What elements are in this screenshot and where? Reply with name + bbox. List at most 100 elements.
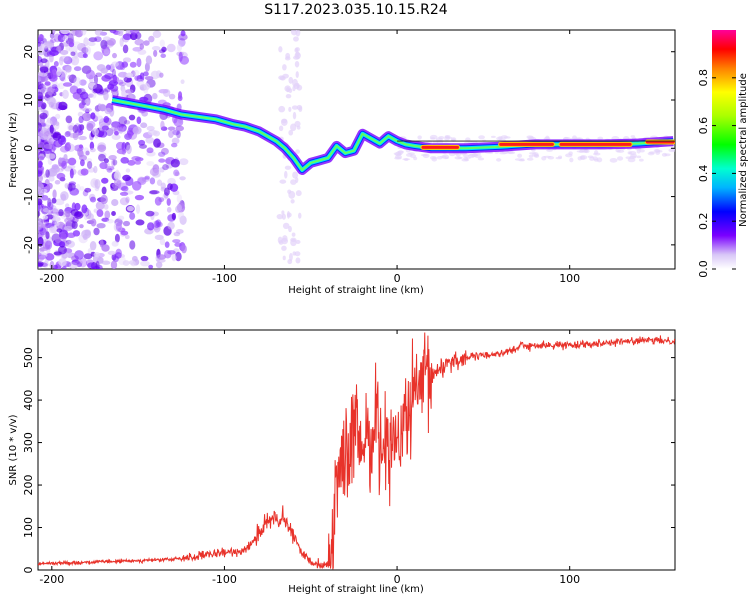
noise-blob xyxy=(62,82,73,87)
noise-blob xyxy=(38,122,42,132)
noise-blob xyxy=(93,74,99,85)
noise-blob xyxy=(290,237,297,243)
noise-blob xyxy=(38,76,42,83)
noise-blob xyxy=(161,46,167,53)
noise-blob xyxy=(76,260,83,266)
noise-blob xyxy=(107,250,116,256)
noise-blob xyxy=(38,198,43,206)
noise-blob xyxy=(54,221,60,227)
noise-blob xyxy=(293,55,300,60)
noise-blob xyxy=(111,240,119,247)
noise-blob xyxy=(545,135,550,141)
noise-blob xyxy=(180,79,185,84)
x-tick-label: -100 xyxy=(212,573,237,586)
noise-blob xyxy=(72,30,78,36)
noise-blob xyxy=(120,157,129,164)
noise-blob xyxy=(86,158,93,163)
noise-blob xyxy=(117,30,124,37)
noise-blob xyxy=(87,248,93,255)
noise-blob xyxy=(295,177,299,183)
noise-blob xyxy=(178,158,189,166)
noise-blob xyxy=(636,155,642,159)
noise-blob xyxy=(67,74,73,80)
noise-blob xyxy=(172,129,180,136)
noise-blob xyxy=(547,156,555,160)
noise-blob xyxy=(76,43,86,52)
noise-blob xyxy=(77,111,84,117)
noise-blob xyxy=(144,62,150,72)
noise-blob xyxy=(125,89,134,94)
colorbar-label: Normalized spectral amplitude xyxy=(738,73,749,227)
noise-blob xyxy=(288,190,296,199)
noise-blob xyxy=(38,236,44,247)
noise-blob xyxy=(124,234,130,240)
noise-blob xyxy=(94,178,101,189)
noise-blob xyxy=(176,44,183,52)
noise-blob xyxy=(526,157,534,161)
noise-blob xyxy=(110,260,118,269)
noise-blob xyxy=(134,160,142,165)
colorbar-gradient xyxy=(712,30,736,269)
noise-blob xyxy=(288,129,294,136)
noise-blob xyxy=(293,36,299,42)
noise-blob xyxy=(60,231,67,242)
noise-blob xyxy=(111,61,119,67)
noise-blob xyxy=(125,196,130,203)
noise-blob xyxy=(153,220,160,229)
noise-blob xyxy=(166,43,176,53)
noise-blob xyxy=(295,190,302,197)
noise-blob xyxy=(76,88,82,94)
noise-blob xyxy=(404,158,409,161)
noise-blob xyxy=(156,221,163,228)
noise-blob xyxy=(131,180,142,191)
snr-frame xyxy=(37,329,676,571)
noise-blob xyxy=(90,112,96,120)
noise-blob xyxy=(71,221,78,230)
spectrogram-ridge xyxy=(111,95,675,175)
y-tick-label: 300 xyxy=(22,432,35,453)
noise-blob xyxy=(103,91,109,101)
noise-blob xyxy=(103,49,110,55)
noise-blob xyxy=(46,96,56,106)
noise-blob xyxy=(38,141,45,151)
noise-blob xyxy=(292,171,299,179)
noise-blob xyxy=(115,169,120,179)
x-tick-label: 100 xyxy=(559,272,580,285)
noise-blob xyxy=(98,130,108,138)
noise-blob xyxy=(296,84,303,91)
noise-blob xyxy=(181,244,187,254)
noise-blob xyxy=(38,72,48,77)
noise-blob xyxy=(153,224,161,233)
noise-blob xyxy=(171,137,180,145)
colorbar-tick-label: 0.4 xyxy=(697,165,710,183)
noise-blob xyxy=(627,151,632,155)
noise-blob xyxy=(112,159,118,166)
noise-blob xyxy=(58,56,64,66)
noise-blob xyxy=(38,221,44,231)
noise-blob xyxy=(132,126,142,135)
noise-blob xyxy=(282,222,290,230)
noise-blob xyxy=(172,239,181,244)
noise-blob xyxy=(51,84,58,90)
noise-blob xyxy=(137,49,147,55)
noise-blob xyxy=(278,46,283,53)
noise-blob xyxy=(94,36,102,43)
noise-blob xyxy=(149,177,156,185)
noise-blob xyxy=(106,218,114,224)
noise-blob xyxy=(70,209,79,217)
noise-blob xyxy=(52,189,57,199)
noise-blob xyxy=(70,51,76,57)
noise-blob xyxy=(153,49,158,57)
noise-blob xyxy=(144,175,150,180)
noise-blob xyxy=(67,157,77,166)
noise-blob xyxy=(282,255,286,261)
noise-blob xyxy=(168,93,176,100)
noise-blob xyxy=(84,187,92,193)
noise-blob xyxy=(298,212,302,219)
noise-blob xyxy=(72,131,79,141)
x-tick-label: 0 xyxy=(394,573,401,586)
noise-blob xyxy=(287,258,293,265)
noise-blob xyxy=(118,81,127,87)
noise-blob xyxy=(143,40,150,46)
noise-blob xyxy=(111,158,116,168)
